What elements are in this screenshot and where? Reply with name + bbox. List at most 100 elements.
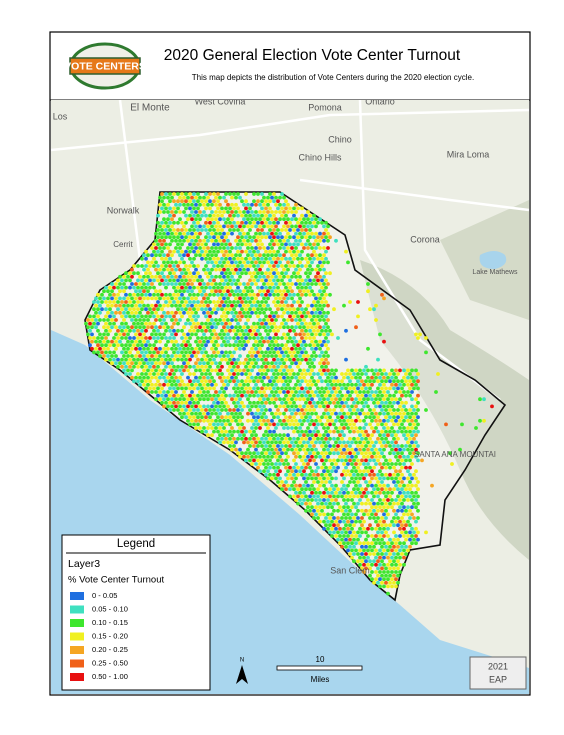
cell [206, 418, 210, 423]
cell [154, 289, 158, 294]
cell [316, 235, 320, 240]
cell [236, 220, 240, 225]
cell [292, 300, 296, 304]
cell [308, 508, 312, 513]
cell [238, 282, 242, 286]
cell [224, 235, 228, 240]
cell [392, 487, 396, 492]
cell [316, 307, 320, 312]
cell [326, 231, 330, 236]
cell [352, 472, 356, 477]
cell [356, 400, 360, 405]
cell [254, 332, 258, 337]
cell [178, 202, 182, 207]
cell [386, 555, 390, 560]
cell [168, 271, 172, 276]
cell [328, 494, 332, 499]
cell [320, 300, 324, 304]
cell [326, 375, 330, 380]
cell [260, 357, 264, 362]
cell [154, 325, 158, 330]
cell [348, 494, 352, 499]
cell [208, 307, 212, 312]
cell [288, 328, 292, 333]
cell [192, 271, 196, 276]
cell [324, 465, 328, 470]
cell [312, 429, 316, 434]
cell [406, 411, 410, 416]
cell [212, 328, 216, 333]
cell [164, 242, 168, 247]
cell [306, 310, 310, 315]
cell [394, 462, 398, 466]
cell [276, 314, 280, 319]
cell [282, 210, 286, 214]
cell [274, 447, 278, 452]
cell [186, 274, 190, 279]
cell [164, 228, 168, 232]
cell [248, 292, 252, 297]
cell [272, 249, 276, 254]
cell [314, 440, 318, 445]
cell [478, 397, 482, 402]
cell [436, 372, 440, 376]
cell [128, 328, 132, 333]
cell [330, 447, 334, 452]
cell [262, 382, 266, 387]
cell [256, 228, 260, 232]
cell [402, 454, 406, 459]
cell [308, 278, 312, 283]
cell [320, 501, 324, 506]
cell [264, 472, 268, 477]
cell [318, 332, 322, 337]
cell [292, 242, 296, 247]
cell [246, 332, 250, 337]
cell [242, 440, 246, 445]
cell [204, 199, 208, 204]
cell [220, 256, 224, 261]
cell [292, 314, 296, 319]
cell [152, 364, 156, 369]
cell [188, 235, 192, 240]
cell [414, 375, 418, 380]
cell [250, 202, 254, 207]
cell [296, 436, 300, 441]
cell [256, 357, 260, 362]
cell [282, 325, 286, 330]
cell [416, 501, 420, 506]
cell [198, 303, 202, 308]
cell [388, 372, 392, 376]
cell [420, 458, 424, 463]
cell [286, 260, 290, 265]
cell [366, 447, 370, 452]
cell [318, 253, 322, 258]
cell [314, 490, 318, 495]
cell [288, 256, 292, 261]
cell [212, 278, 216, 283]
cell [252, 220, 256, 225]
cell [416, 508, 420, 513]
cell [250, 346, 254, 351]
cell [172, 271, 176, 276]
cell [312, 321, 316, 326]
cell [246, 447, 250, 452]
cell [300, 386, 304, 391]
credit-year: 2021 [488, 661, 508, 671]
cell [264, 444, 268, 448]
cell [136, 307, 140, 312]
cell [278, 289, 282, 294]
cell [258, 411, 262, 416]
cell [258, 260, 262, 265]
cell [210, 332, 214, 337]
cell [388, 501, 392, 506]
cell [178, 246, 182, 250]
cell [390, 541, 394, 546]
cell [264, 336, 268, 340]
cell [266, 210, 270, 214]
cell [244, 292, 248, 297]
cell [270, 217, 274, 222]
cell [224, 300, 228, 304]
cell [162, 368, 166, 373]
cell [294, 361, 298, 366]
cell [182, 202, 186, 207]
